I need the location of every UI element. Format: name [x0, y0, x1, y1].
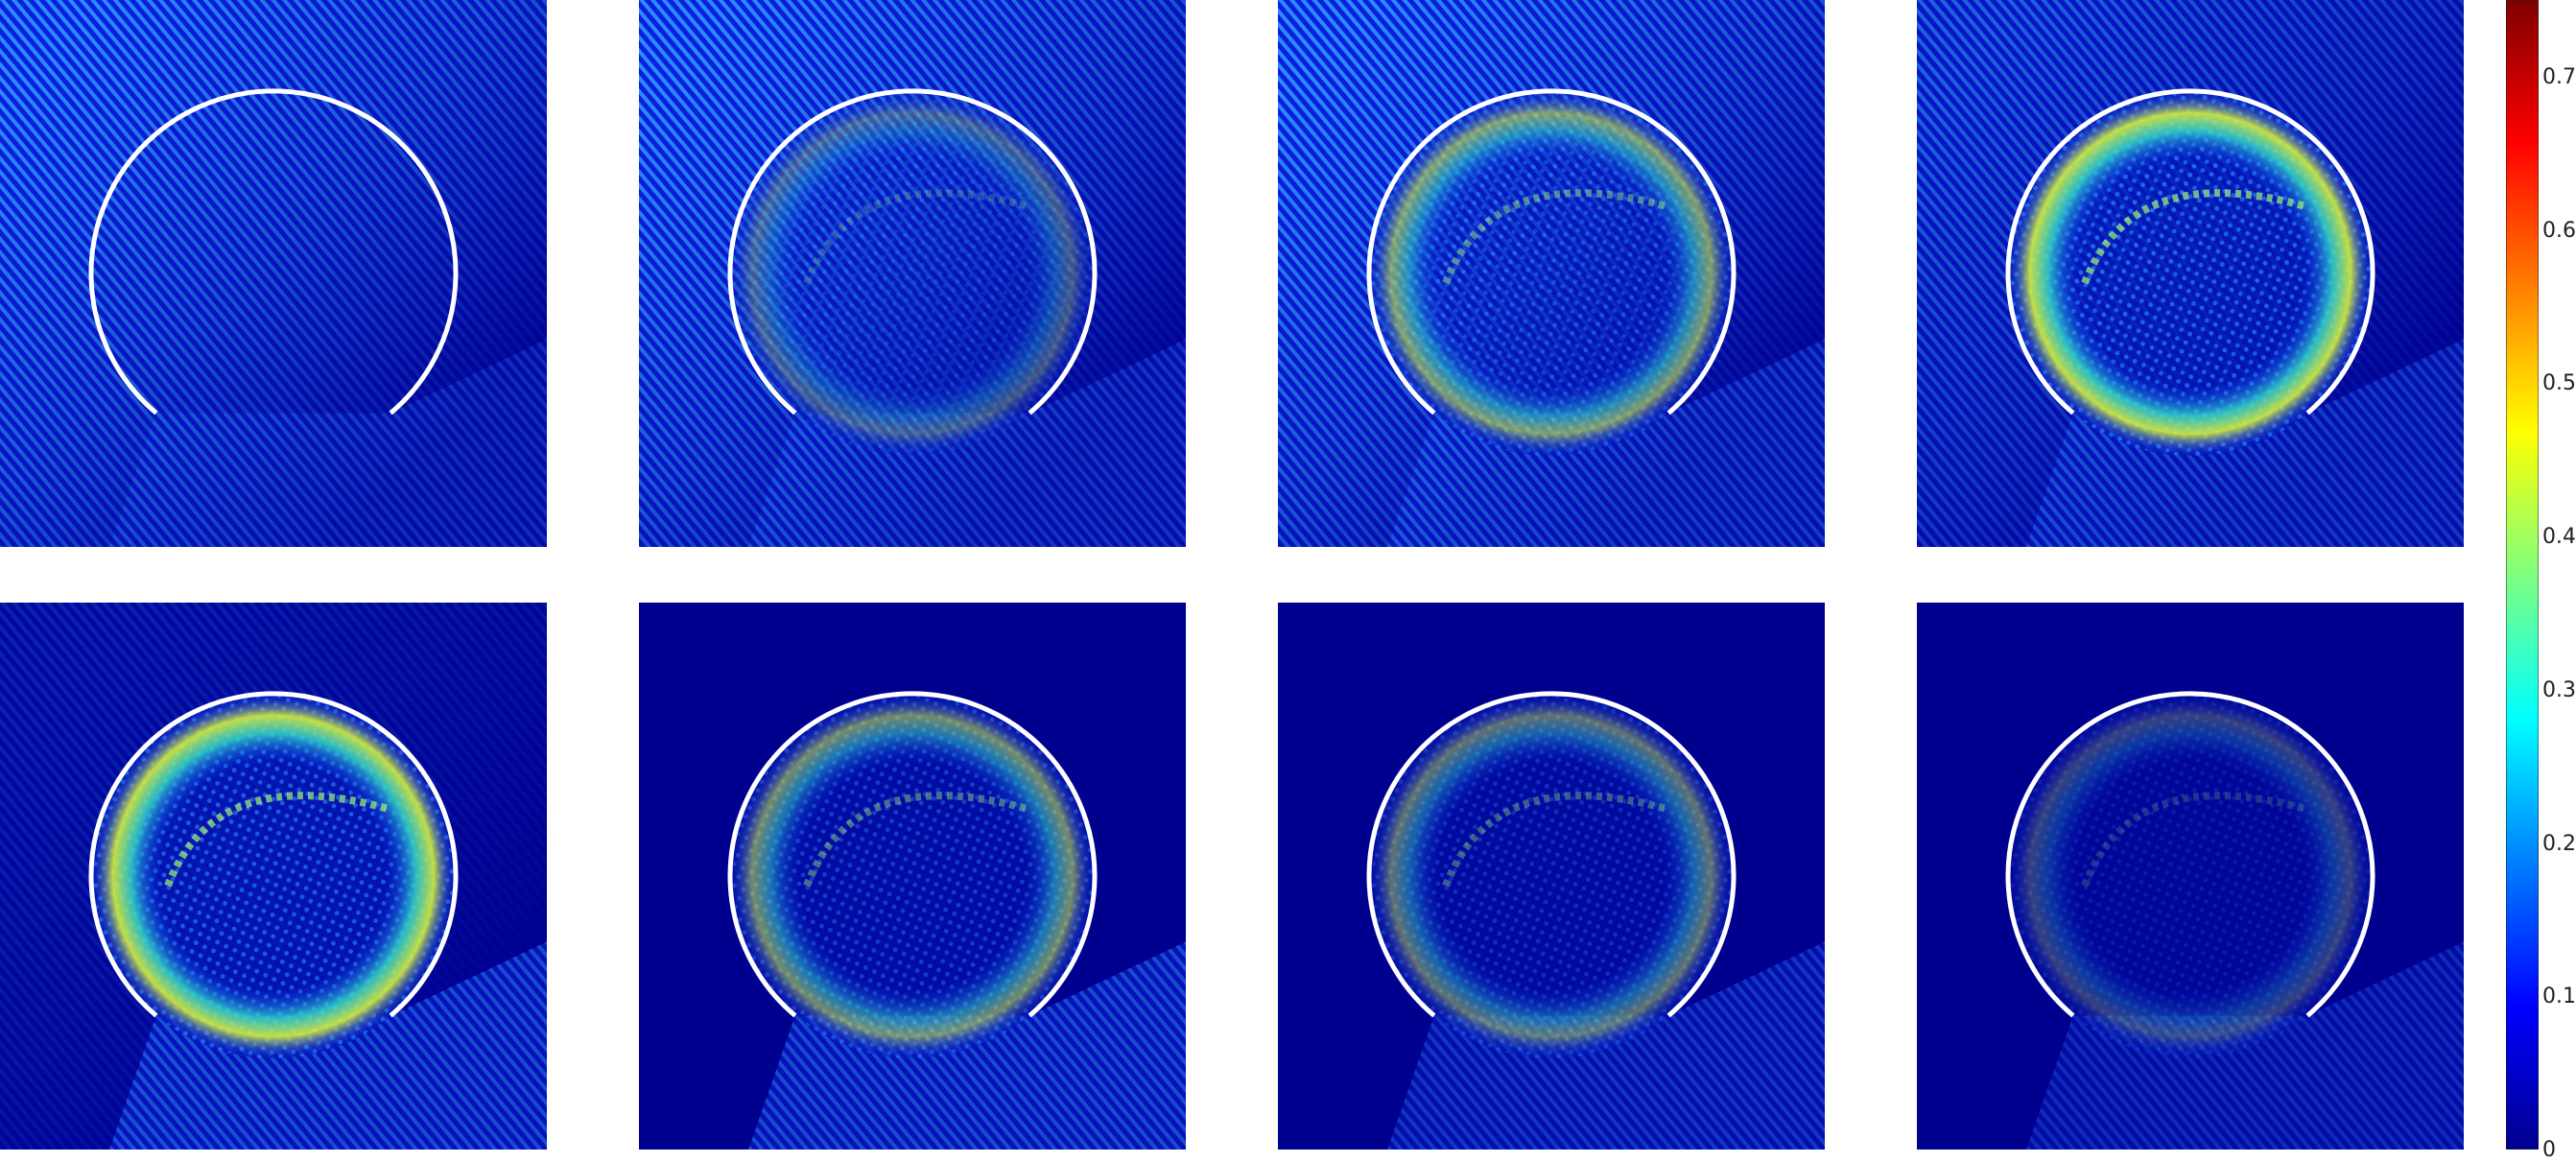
- interior-field: [2008, 91, 2373, 456]
- colorbar-tick-label: 0: [2542, 1138, 2556, 1162]
- wave-field-image: [0, 603, 547, 1150]
- colorbar-tick-label: 0.1: [2542, 984, 2576, 1008]
- wave-field-image: [639, 603, 1186, 1150]
- field-panel-5: [0, 603, 547, 1150]
- wave-field-image: [1278, 0, 1825, 547]
- transmitted-beam: [109, 339, 547, 547]
- wave-field-image: [639, 0, 1186, 547]
- interior-field: [730, 91, 1095, 456]
- boundary-arc: [1366, 88, 1737, 415]
- colorbar-tick-label: 0.4: [2542, 525, 2576, 549]
- colorbar-tick-label: 0.3: [2542, 678, 2576, 702]
- wave-field-image: [1917, 0, 2464, 547]
- field-panel-2: [639, 0, 1186, 547]
- interior-field: [1369, 694, 1734, 1058]
- boundary-arc: [727, 88, 1098, 415]
- field-panel-8: [1917, 603, 2464, 1150]
- colorbar: [2505, 0, 2540, 1150]
- field-panel-1: [0, 0, 547, 547]
- boundary-arc: [1366, 691, 1737, 1018]
- colorbar-tick-label: 0.7: [2542, 65, 2576, 89]
- field-panel-6: [639, 603, 1186, 1150]
- boundary-arc: [88, 691, 459, 1018]
- colorbar-tick-label: 0.6: [2542, 219, 2576, 243]
- wave-field-image: [0, 0, 547, 547]
- interior-field: [730, 694, 1095, 1058]
- colorbar-tick-label: 0.2: [2542, 832, 2576, 856]
- boundary-arc: [88, 88, 459, 415]
- colorbar-tick-label: 0.5: [2542, 371, 2576, 395]
- boundary-arc: [2005, 88, 2375, 415]
- colorbar-gradient: [2505, 0, 2540, 1150]
- field-panel-3: [1278, 0, 1825, 547]
- wave-field-image: [1917, 603, 2464, 1150]
- boundary-arc: [2005, 691, 2375, 1018]
- interior-field: [91, 694, 456, 1058]
- boundary-arc: [727, 691, 1098, 1018]
- interior-field: [1369, 91, 1734, 456]
- interior-field: [2008, 694, 2373, 1058]
- field-panel-4: [1917, 0, 2464, 547]
- wave-field-image: [1278, 603, 1825, 1150]
- field-panel-7: [1278, 603, 1825, 1150]
